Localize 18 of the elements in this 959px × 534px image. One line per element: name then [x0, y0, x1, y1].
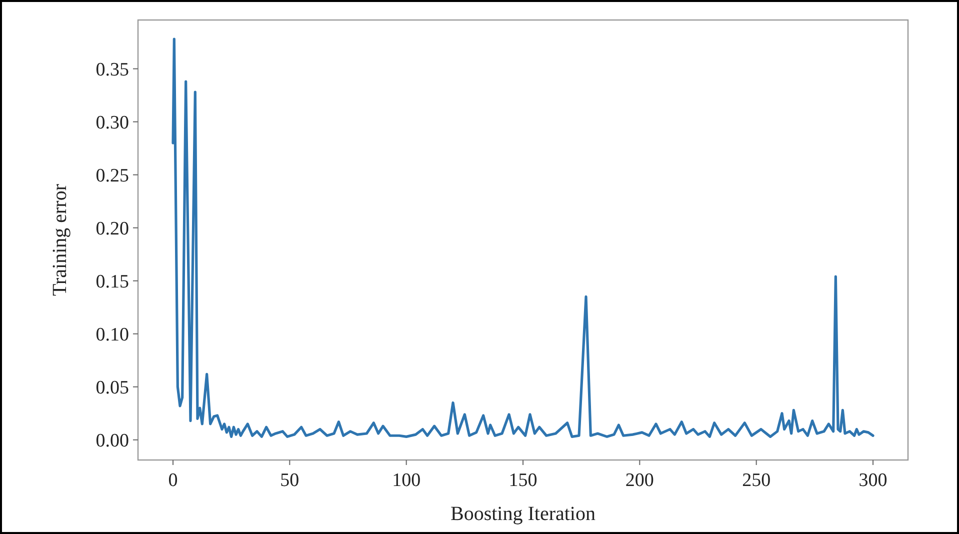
y-tick-label: 0.15 [96, 271, 129, 292]
y-tick-label: 0.10 [96, 324, 129, 346]
x-tick-label: 250 [742, 470, 771, 491]
x-tick-label: 50 [280, 470, 300, 491]
y-tick-label: 0.00 [96, 430, 129, 452]
y-axis-title: Training error [49, 184, 71, 296]
y-tick-label: 0.35 [96, 59, 129, 80]
line-series [172, 38, 874, 438]
x-tick-label: 150 [508, 470, 538, 491]
y-tick-label: 0.20 [96, 218, 129, 240]
x-axis-title: Boosting Iteration [450, 503, 596, 525]
x-tick-label: 0 [168, 470, 178, 491]
x-tick-label: 100 [392, 470, 421, 491]
y-tick-label: 0.30 [96, 112, 129, 134]
x-tick-label: 300 [858, 470, 888, 491]
y-tick-label: 0.25 [96, 165, 129, 186]
x-tick-label: 200 [625, 470, 654, 491]
y-tick-label: 0.05 [96, 377, 129, 398]
